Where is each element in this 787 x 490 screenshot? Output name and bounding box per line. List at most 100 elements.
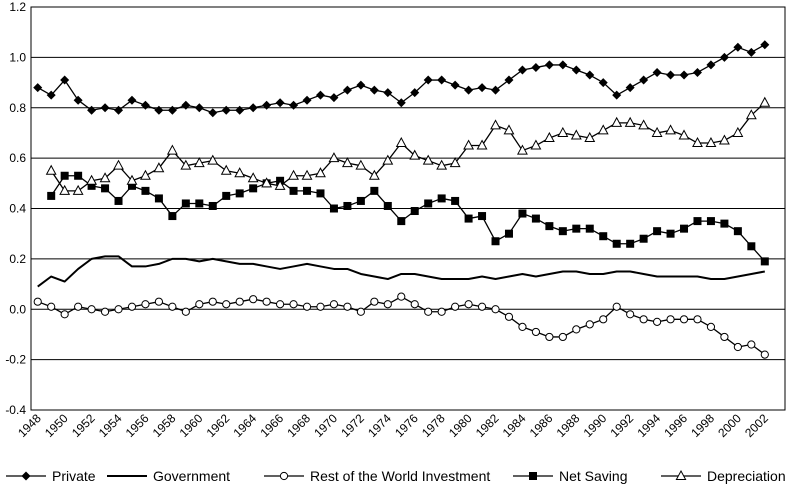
data-point-private: [46, 90, 56, 100]
x-tick-label: 1956: [123, 411, 152, 440]
data-point-private: [289, 100, 299, 110]
data-point-depreciation: [59, 184, 71, 195]
data-point-rest-of-the-world-investment: [693, 315, 702, 324]
data-point-depreciation: [597, 124, 609, 135]
plot-area-border: [30, 6, 786, 411]
data-point-rest-of-the-world-investment: [679, 315, 689, 324]
x-tick-label: 1984: [500, 411, 529, 440]
data-point-rest-of-the-world-investment: [585, 320, 594, 329]
x-tick-label: 1952: [69, 411, 98, 440]
data-point-depreciation: [395, 136, 407, 148]
x-tick-label: 1970: [311, 411, 340, 440]
data-point-net-saving: [195, 199, 204, 208]
data-point-private: [167, 105, 177, 115]
x-tick-label: 1972: [338, 411, 367, 440]
data-point-depreciation: [543, 131, 555, 142]
legend-label-government: Government: [153, 468, 230, 484]
data-point-depreciation: [692, 136, 703, 148]
y-tick-label: 1.2: [9, 0, 26, 14]
data-point-rest-of-the-world-investment: [733, 342, 742, 352]
data-point-private: [369, 85, 379, 95]
data-point-depreciation: [530, 139, 542, 150]
data-point-private: [315, 90, 325, 100]
data-point-private: [437, 75, 447, 85]
data-point-rest-of-the-world-investment: [370, 297, 379, 306]
data-point-rest-of-the-world-investment: [154, 297, 164, 306]
data-point-rest-of-the-world-investment: [222, 300, 231, 309]
data-point-rest-of-the-world-investment: [424, 307, 433, 316]
data-point-rest-of-the-world-investment: [47, 302, 56, 311]
legend: Private Government Rest of the World Inves…: [6, 468, 786, 484]
data-point-private: [342, 85, 352, 95]
data-point-net-saving: [356, 196, 365, 205]
x-tick-label: 1960: [177, 411, 206, 440]
data-point-depreciation: [718, 134, 730, 145]
y-tick-label: 1.0: [9, 50, 26, 64]
data-point-net-saving: [626, 239, 635, 248]
x-tick-label: 1966: [257, 411, 286, 440]
data-point-private: [221, 105, 231, 115]
data-point-private: [477, 83, 487, 93]
x-tick-label: 1982: [473, 411, 502, 440]
data-point-rest-of-the-world-investment: [262, 297, 271, 306]
data-point-depreciation: [503, 124, 515, 135]
data-point-net-saving: [599, 232, 608, 241]
data-point-net-saving: [383, 201, 392, 210]
data-point-private: [262, 100, 272, 110]
data-point-net-saving: [329, 204, 338, 213]
legend-label-private: Private: [52, 468, 96, 484]
data-point-net-saving: [289, 186, 298, 195]
data-point-net-saving: [572, 224, 581, 233]
data-point-private: [719, 52, 729, 62]
data-point-depreciation: [490, 119, 501, 130]
series-line-net-saving: [50, 175, 766, 262]
data-point-depreciation: [665, 124, 676, 135]
data-point-rest-of-the-world-investment: [343, 302, 352, 311]
data-point-rest-of-the-world-investment: [235, 297, 244, 306]
legend-swatch-marker-depreciation: [675, 469, 687, 480]
data-point-private: [248, 103, 258, 113]
y-tick-label: -0.4: [5, 403, 26, 417]
data-point-private: [33, 83, 43, 93]
data-point-net-saving: [585, 224, 594, 233]
legend-swatch-marker-net-saving: [529, 472, 537, 480]
data-point-rest-of-the-world-investment: [33, 297, 42, 306]
data-point-depreciation: [584, 131, 596, 142]
data-point-rest-of-the-world-investment: [545, 332, 554, 342]
data-point-depreciation: [409, 149, 421, 160]
x-tick-label: 1950: [42, 411, 71, 440]
data-point-rest-of-the-world-investment: [60, 310, 69, 319]
data-point-net-saving: [101, 184, 110, 193]
data-point-depreciation: [288, 169, 299, 180]
data-point-depreciation: [368, 169, 380, 180]
x-tick-label: 2000: [715, 411, 744, 440]
data-point-private: [571, 65, 581, 75]
data-point-net-saving: [168, 212, 177, 221]
y-tick-label: 0.6: [9, 151, 26, 165]
data-point-private: [544, 60, 554, 70]
data-point-depreciation: [72, 184, 84, 195]
data-point-private: [181, 100, 191, 110]
data-point-net-saving: [60, 171, 69, 180]
data-point-net-saving: [74, 171, 83, 180]
data-point-rest-of-the-world-investment: [249, 295, 258, 304]
data-point-net-saving: [504, 229, 513, 238]
data-point-private: [302, 95, 312, 105]
data-point-depreciation: [207, 154, 219, 165]
data-point-net-saving: [424, 199, 433, 208]
data-point-net-saving: [410, 207, 419, 216]
data-point-depreciation: [570, 129, 582, 140]
data-point-rest-of-the-world-investment: [114, 305, 123, 314]
data-point-net-saving: [733, 227, 742, 236]
data-point-net-saving: [154, 194, 163, 203]
data-point-depreciation: [341, 157, 353, 168]
data-point-rest-of-the-world-investment: [141, 300, 150, 309]
data-point-depreciation: [476, 139, 488, 150]
data-point-private: [208, 108, 218, 118]
data-point-net-saving: [666, 229, 675, 238]
data-point-private: [585, 70, 595, 80]
x-tick-label: 2002: [742, 411, 771, 440]
data-point-depreciation: [274, 179, 286, 190]
data-point-private: [396, 98, 406, 108]
data-point-rest-of-the-world-investment: [356, 307, 365, 316]
